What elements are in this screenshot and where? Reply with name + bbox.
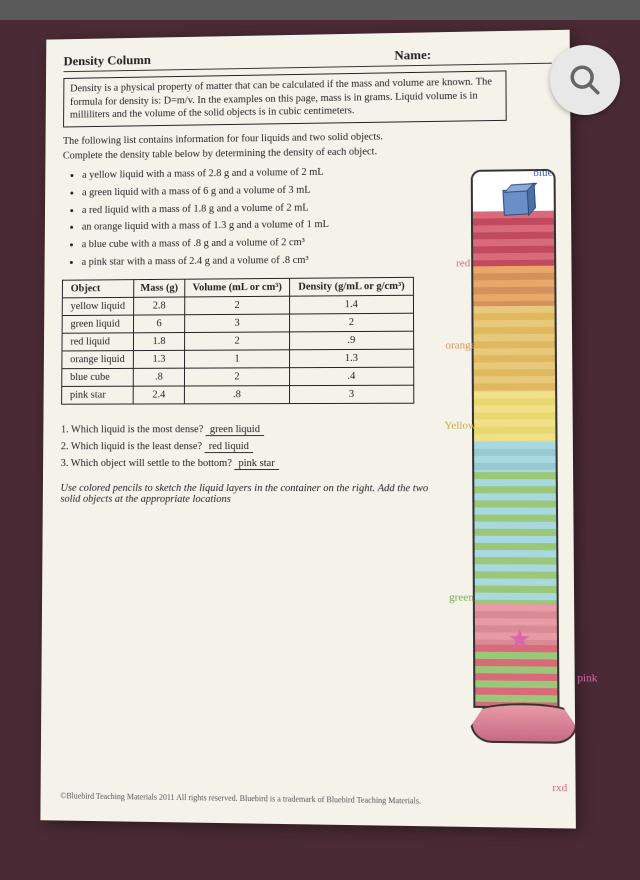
search-icon: [568, 63, 602, 97]
pink-star-icon: ★: [508, 624, 532, 655]
sketch-note: Use colored pencils to sketch the liquid…: [60, 483, 429, 505]
liquid-layer: [474, 391, 556, 442]
list-item: a red liquid with a mass of 1.8 g and a …: [82, 200, 413, 218]
table-cell: .8: [133, 369, 184, 387]
instructions: The following list contains information …: [62, 130, 413, 270]
a2: red liquid: [205, 441, 253, 453]
handwritten-label-rxd: rxd: [552, 782, 567, 795]
table-cell: .8: [184, 386, 290, 404]
blue-cube-icon: [502, 188, 530, 215]
col-volume: Volume (mL or cm³): [185, 279, 290, 298]
table-row: yellow liquid2.821.4: [62, 296, 413, 316]
handwritten-label-orange: orange: [445, 339, 475, 351]
table-cell: .4: [290, 368, 414, 386]
liquid-layer: [474, 472, 556, 604]
handwritten-label-pink: pink: [577, 672, 597, 685]
col-density: Density (g/mL or g/cm³): [290, 278, 413, 297]
table-cell: 2: [184, 332, 289, 350]
table-row: green liquid632: [62, 314, 413, 334]
table-cell: yellow liquid: [62, 298, 134, 316]
list-item: a blue cube with a mass of .8 g and a vo…: [82, 235, 414, 253]
worksheet-header: Density Column Name:: [63, 45, 551, 72]
table-cell: 6: [134, 315, 185, 333]
table-cell: 1.8: [134, 333, 185, 351]
a1: green liquid: [206, 424, 264, 436]
col-object: Object: [62, 280, 134, 298]
table-cell: 2.4: [133, 386, 184, 404]
magnify-button[interactable]: [550, 45, 620, 115]
copyright: ©Bluebird Teaching Materials 2011 All ri…: [60, 791, 421, 805]
table-cell: 1.3: [134, 351, 185, 369]
table-row: blue cube.82.4: [62, 368, 414, 387]
list-item: an orange liquid with a mass of 1.3 g an…: [82, 218, 414, 236]
worksheet-title: Density Column: [63, 52, 150, 69]
handwritten-label-green: green: [449, 591, 474, 603]
table-cell: green liquid: [62, 315, 134, 333]
cylinder-base: [470, 703, 573, 740]
table-cell: .9: [290, 332, 413, 351]
liquid-layer: [473, 306, 555, 392]
table-cell: orange liquid: [62, 351, 134, 369]
table-cell: 3: [290, 386, 414, 404]
table-cell: 1: [184, 350, 289, 368]
intro-box: Density is a physical property of matter…: [63, 70, 506, 127]
list-item: a green liquid with a mass of 6 g and a …: [82, 182, 413, 200]
table-row: red liquid1.82.9: [62, 332, 413, 352]
density-table: Object Mass (g) Volume (mL or cm³) Densi…: [61, 277, 414, 405]
handwritten-label-blue: blue: [533, 167, 552, 179]
worksheet-page: Density Column Name: Density is a physic…: [40, 30, 575, 829]
q3: 3. Which object will settle to the botto…: [61, 458, 232, 469]
cylinder-body: ★: [471, 169, 560, 709]
table-row: orange liquid1.311.3: [62, 350, 414, 370]
table-cell: pink star: [62, 387, 134, 405]
table-cell: 1.3: [290, 350, 414, 369]
q1: 1. Which liquid is the most dense?: [61, 425, 203, 436]
liquid-layer: [474, 442, 556, 472]
table-cell: 3: [184, 314, 289, 332]
table-cell: 2: [184, 368, 290, 386]
liquid-layer: [473, 266, 554, 307]
density-cylinder: ★: [468, 169, 563, 756]
table-cell: 2.8: [134, 297, 185, 315]
table-cell: 2: [185, 297, 290, 316]
instructions-lead: The following list contains information …: [63, 130, 413, 164]
handwritten-label-red: red: [456, 257, 470, 269]
name-field-label: Name:: [394, 47, 431, 63]
table-cell: blue cube: [62, 369, 134, 387]
questions: 1. Which liquid is the most dense? green…: [61, 422, 430, 473]
handwritten-label-yellow: Yellow: [444, 420, 476, 432]
table-cell: 2: [290, 314, 413, 333]
object-list: a yellow liquid with a mass of 2.8 g and…: [62, 165, 413, 270]
q2: 2. Which liquid is the least dense?: [61, 441, 202, 452]
list-item: a yellow liquid with a mass of 2.8 g and…: [82, 165, 413, 184]
col-mass: Mass (g): [134, 280, 185, 298]
app-topbar: [0, 0, 640, 20]
list-item: a pink star with a mass of 2.4 g and a v…: [82, 253, 414, 270]
a3: pink star: [234, 458, 278, 470]
table-cell: 1.4: [290, 296, 413, 315]
table-cell: red liquid: [62, 333, 134, 351]
table-row: pink star2.4.83: [62, 386, 414, 405]
liquid-layer: [473, 211, 554, 267]
